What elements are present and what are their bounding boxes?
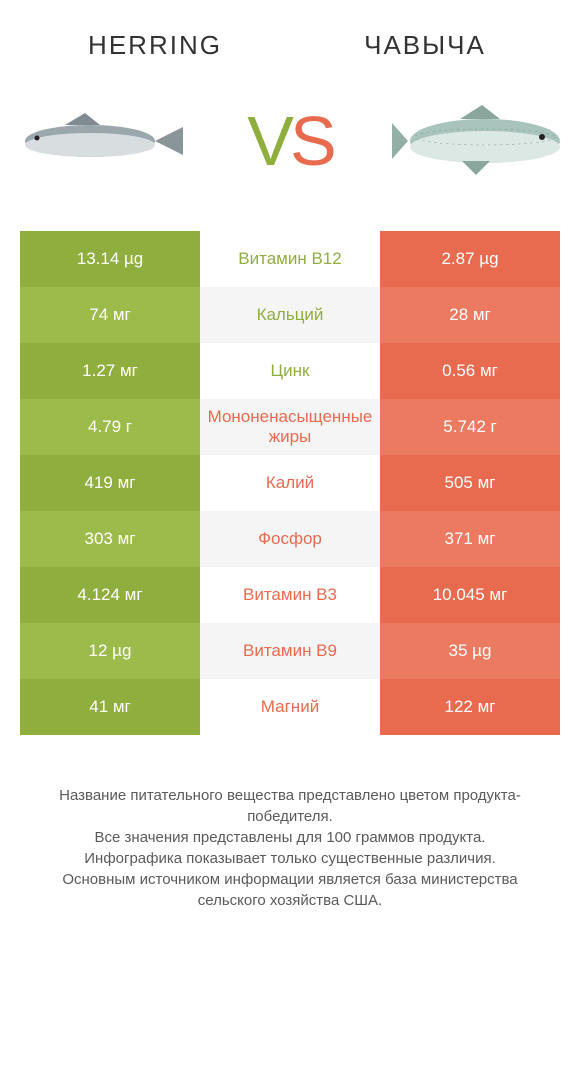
cell-left: 419 мг [20, 455, 200, 511]
cell-left: 4.79 г [20, 399, 200, 455]
cell-nutrient: Цинк [200, 343, 380, 399]
table-row: 4.79 гМононенасыщенные жиры5.742 г [20, 399, 560, 455]
cell-nutrient: Фосфор [200, 511, 380, 567]
cell-left: 303 мг [20, 511, 200, 567]
footer-line-2: Все значения представлены для 100 граммо… [40, 827, 540, 848]
footer-note: Название питательного вещества представл… [40, 785, 540, 911]
header: HERRING ЧАВЫЧА [0, 0, 580, 71]
vs-s: S [290, 102, 333, 180]
cell-right: 35 µg [380, 623, 560, 679]
cell-left: 1.27 мг [20, 343, 200, 399]
cell-right: 0.56 мг [380, 343, 560, 399]
cell-nutrient: Калий [200, 455, 380, 511]
cell-left: 74 мг [20, 287, 200, 343]
cell-nutrient: Витамин B9 [200, 623, 380, 679]
title-left: HERRING [20, 30, 290, 61]
cell-nutrient: Магний [200, 679, 380, 735]
cell-left: 4.124 мг [20, 567, 200, 623]
table-row: 419 мгКалий505 мг [20, 455, 560, 511]
cell-right: 5.742 г [380, 399, 560, 455]
table-row: 1.27 мгЦинк0.56 мг [20, 343, 560, 399]
footer-line-1: Название питательного вещества представл… [40, 785, 540, 827]
cell-nutrient: Мононенасыщенные жиры [200, 399, 380, 455]
table-row: 74 мгКальций28 мг [20, 287, 560, 343]
table-row: 41 мгМагний122 мг [20, 679, 560, 735]
vs-v: V [247, 102, 290, 180]
table-row: 303 мгФосфор371 мг [20, 511, 560, 567]
cell-right: 10.045 мг [380, 567, 560, 623]
cell-right: 28 мг [380, 287, 560, 343]
cell-right: 122 мг [380, 679, 560, 735]
vs-label: VS [247, 101, 332, 181]
cell-nutrient: Витамин B12 [200, 231, 380, 287]
vs-row: VS [0, 71, 580, 231]
table-row: 4.124 мгВитамин B310.045 мг [20, 567, 560, 623]
comparison-table: 13.14 µgВитамин B122.87 µg74 мгКальций28… [20, 231, 560, 735]
table-row: 12 µgВитамин B935 µg [20, 623, 560, 679]
herring-image [10, 91, 190, 191]
footer-line-4: Основным источником информации является … [40, 869, 540, 911]
cell-right: 505 мг [380, 455, 560, 511]
salmon-image [390, 91, 570, 191]
table-row: 13.14 µgВитамин B122.87 µg [20, 231, 560, 287]
cell-right: 371 мг [380, 511, 560, 567]
cell-right: 2.87 µg [380, 231, 560, 287]
cell-nutrient: Витамин B3 [200, 567, 380, 623]
footer-line-3: Инфографика показывает только существенн… [40, 848, 540, 869]
title-right: ЧАВЫЧА [290, 30, 560, 61]
cell-left: 13.14 µg [20, 231, 200, 287]
cell-left: 12 µg [20, 623, 200, 679]
cell-left: 41 мг [20, 679, 200, 735]
cell-nutrient: Кальций [200, 287, 380, 343]
